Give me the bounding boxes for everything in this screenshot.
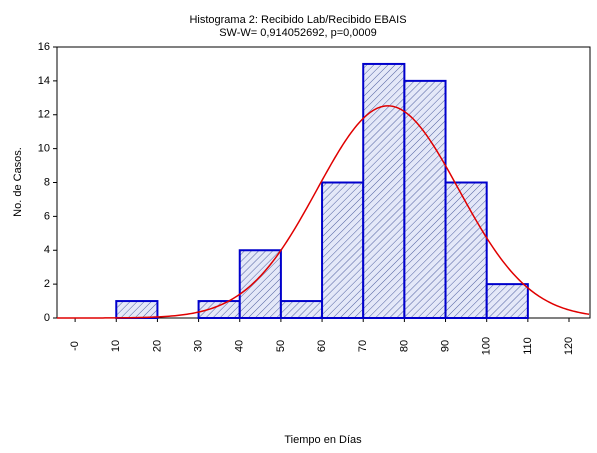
x-tick-label: 100 [481, 337, 493, 355]
y-tick-label: 12 [38, 109, 50, 121]
bar [485, 283, 529, 319]
bar [115, 300, 159, 319]
bar [321, 181, 365, 319]
x-tick-label: 90 [439, 340, 451, 352]
x-tick-label: 120 [563, 337, 575, 355]
y-tick-label: 8 [44, 176, 50, 188]
x-axis-title: Tiempo en Días [284, 434, 362, 446]
x-tick-label: -0 [69, 341, 81, 351]
y-tick-label: 4 [44, 244, 50, 256]
y-tick-label: 14 [38, 75, 50, 87]
x-tick-label: 80 [398, 340, 410, 352]
y-tick-label: 0 [44, 312, 50, 324]
x-tick-label: 110 [522, 337, 534, 355]
normal-fit-curve [57, 105, 590, 319]
y-tick-label: 16 [38, 41, 50, 53]
chart-title: Histograma 2: Recibido Lab/Recibido EBAI… [189, 14, 406, 26]
y-tick-label: 2 [44, 278, 50, 290]
bar [403, 79, 447, 319]
x-tick-label: 70 [357, 340, 369, 352]
x-tick-label: 40 [234, 340, 246, 352]
chart-subtitle: SW-W= 0,914052692, p=0,0009 [219, 27, 377, 39]
bar [238, 249, 282, 319]
x-tick-label: 10 [110, 340, 122, 352]
x-tick-label: 20 [151, 340, 163, 352]
bar [444, 181, 488, 319]
bar [362, 62, 406, 319]
y-tick-label: 6 [44, 210, 50, 222]
bar [197, 300, 241, 319]
x-tick-label: 50 [275, 340, 287, 352]
bar [279, 300, 324, 319]
x-tick-label: 30 [192, 340, 204, 352]
x-tick-label: 60 [316, 340, 328, 352]
y-tick-label: 10 [38, 143, 50, 155]
y-axis-title: No. de Casos. [12, 147, 24, 217]
